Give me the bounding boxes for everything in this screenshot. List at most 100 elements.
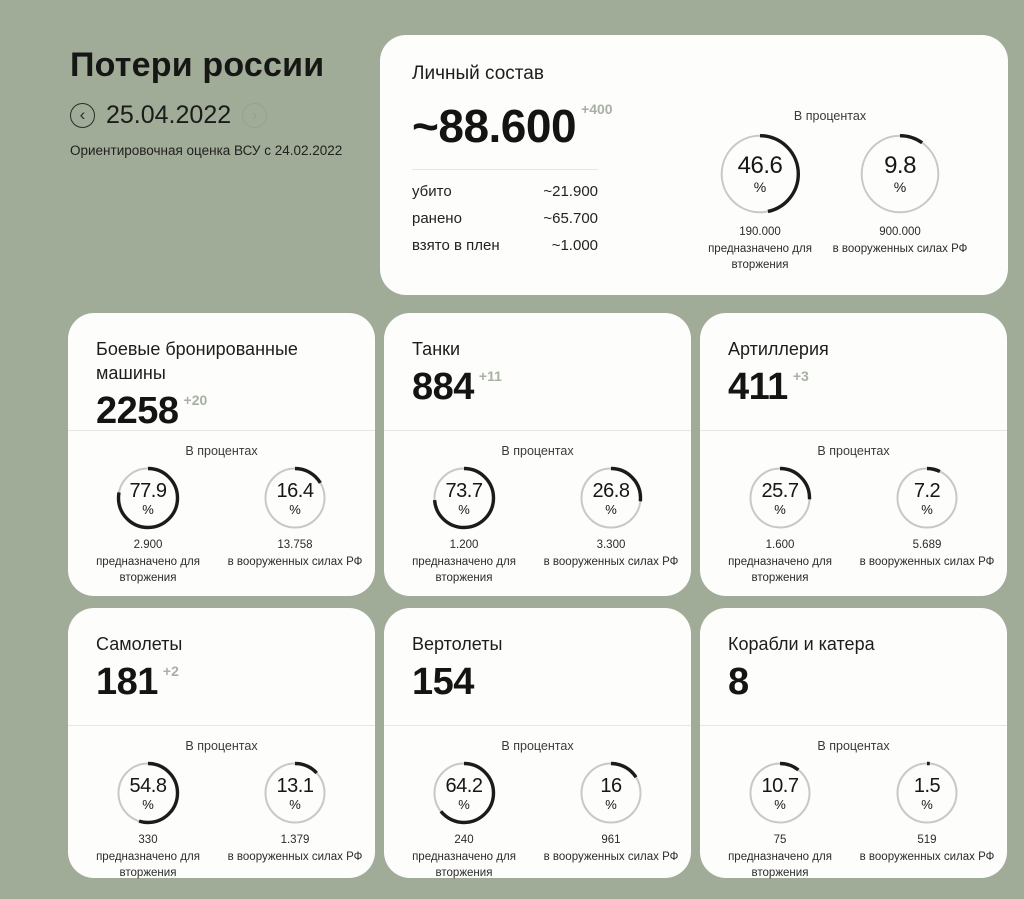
card-artillery: Артиллерия 411 +3 В процентах 25.7 % [700,313,1007,596]
gauge-base-value: 13.758 [277,539,313,551]
card-ships: Корабли и катера 8 В процентах 10.7 % [700,608,1007,879]
gauge-percent: 25.7 [761,479,799,502]
percent-sign: % [921,796,933,812]
stat-row-captured: взято в плен ~1.000 [412,232,598,259]
donut-chart [263,466,327,530]
percent-block-label: В процентах [185,739,258,753]
stat-value: ~65.700 [543,210,598,227]
gauge-percent: 10.7 [761,774,799,797]
prev-date-button[interactable]: ‹ [70,103,95,128]
divider [384,430,691,431]
gauge-invasion-share: 77.9 % 2.900 предназначено для вторжения [79,466,218,587]
gauge-base-value: 519 [917,834,937,846]
divider [412,169,598,170]
gauge-rf-share: 16.4 % 13.758 в вооруженных силах РФ [226,466,365,587]
gauge-base-text: предназначено для вторжения [96,555,200,585]
gauge-base-value: 190.000 [739,226,781,238]
gauge-base-text: в вооруженных силах РФ [832,242,968,255]
donut-chart [579,761,643,825]
stat-row-wounded: ранено ~65.700 [412,205,598,232]
donut-chart [432,466,496,530]
gauge-base-value: 240 [454,834,474,846]
gauge-base-value: 1.600 [765,539,795,551]
personnel-summary: Личный состав ~88.600 +400 убито ~21.900 … [412,63,617,295]
divider [700,430,1007,431]
gauge-invasion-share: 25.7 % 1.600 предназначено для вторжения [711,466,850,587]
date-navigation: ‹ 25.04.2022 › [70,101,370,130]
estimate-subtitle: Ориентировочная оценка ВСУ с 24.02.2022 [70,143,343,158]
gauge-percent: 77.9 [129,479,167,502]
card-title: Артиллерия [728,339,829,359]
donut-chart [579,466,643,530]
gauge-rf-share: 9.8 % 900.000 в вооруженных силах РФ [830,133,970,274]
gauge-percent: 16 [600,774,622,797]
losses-total: 8 [728,660,749,703]
gauge-percent: 9.8 [884,152,916,179]
gauge-base-text: в вооруженных силах РФ [859,850,995,863]
percent-block-label: В процентах [793,109,867,123]
card-personnel: Личный состав ~88.600 +400 убито ~21.900 … [380,35,1008,295]
gauge-base-text: в вооруженных силах РФ [859,555,995,568]
percent-sign: % [605,796,617,812]
donut-chart [116,466,180,530]
gauge-percent: 54.8 [129,774,167,797]
card-helicopters: Вертолеты 154 В процентах 64.2 % [384,608,691,879]
card-title: Самолеты [96,634,183,654]
gauge-rf-share: 16 % 961 в вооруженных силах РФ [542,761,681,882]
chevron-left-icon: ‹ [79,105,86,124]
donut-chart [263,761,327,825]
losses-total: 2258 [96,389,179,432]
gauge-base-value: 3.300 [596,539,626,551]
gauge-base-text: в вооруженных силах РФ [543,555,679,568]
divider [68,430,375,431]
card-title: Вертолеты [412,634,503,654]
donut-chart [895,466,959,530]
divider [700,725,1007,726]
percent-sign: % [142,796,154,812]
personnel-percent-block: В процентах 46.6 % 190.000 [682,63,978,295]
gauge-invasion-share: 64.2 % 240 предназначено для вторжения [395,761,534,882]
gauge-rf-share: 7.2 % 5.689 в вооруженных силах РФ [858,466,997,587]
losses-delta: +400 [581,101,613,117]
gauge-rf-share: 26.8 % 3.300 в вооруженных силах РФ [542,466,681,587]
losses-total: ~88.600 [412,100,577,152]
losses-delta: +11 [478,367,502,384]
current-date: 25.04.2022 [106,101,232,129]
percent-sign: % [774,796,786,812]
gauge-percent: 7.2 [913,479,941,502]
losses-delta: +20 [183,391,208,408]
gauge-base-value: 961 [601,834,621,846]
gauge-percent: 64.2 [445,774,483,797]
gauge-rf-share: 13.1 % 1.379 в вооруженных силах РФ [226,761,365,882]
personnel-stats: убито ~21.900 ранено ~65.700 взято в пле… [412,178,598,259]
gauge-percent: 16.4 [276,479,314,502]
stat-value: ~1.000 [551,237,598,254]
stat-label: ранено [412,210,462,227]
donut-chart [748,761,812,825]
gauge-base-text: в вооруженных силах РФ [543,850,679,863]
stat-label: убито [412,183,452,200]
gauge-base-text: предназначено для вторжения [728,555,832,585]
gauge-percent: 26.8 [592,479,630,502]
stat-row-killed: убито ~21.900 [412,178,598,205]
percent-block-label: В процентах [817,739,890,753]
losses-total: 411 [728,365,788,408]
gauge-rf-share: 1.5 % 519 в вооруженных силах РФ [858,761,997,882]
gauge-percent: 13.1 [276,774,314,797]
gauge-base-text: в вооруженных силах РФ [227,850,363,863]
next-date-button[interactable]: › [242,103,268,128]
card-title: Личный состав [412,63,544,84]
gauge-invasion-share: 73.7 % 1.200 предназначено для вторжения [395,466,534,587]
donut-chart [895,761,959,825]
percent-sign: % [458,796,470,812]
gauge-percent: 46.6 [737,152,783,179]
gauge-base-text: предназначено для вторжения [412,555,516,585]
gauge-base-value: 1.200 [449,539,479,551]
card-tanks: Танки 884 +11 В процентах 73.7 % [384,313,691,596]
gauge-base-text: предназначено для вторжения [708,242,812,272]
card-title: Корабли и катера [728,634,875,654]
gauge-base-value: 2.900 [133,539,163,551]
chevron-right-icon: › [251,105,258,124]
gauge-base-value: 900.000 [879,226,921,238]
gauge-percent: 1.5 [913,774,941,797]
